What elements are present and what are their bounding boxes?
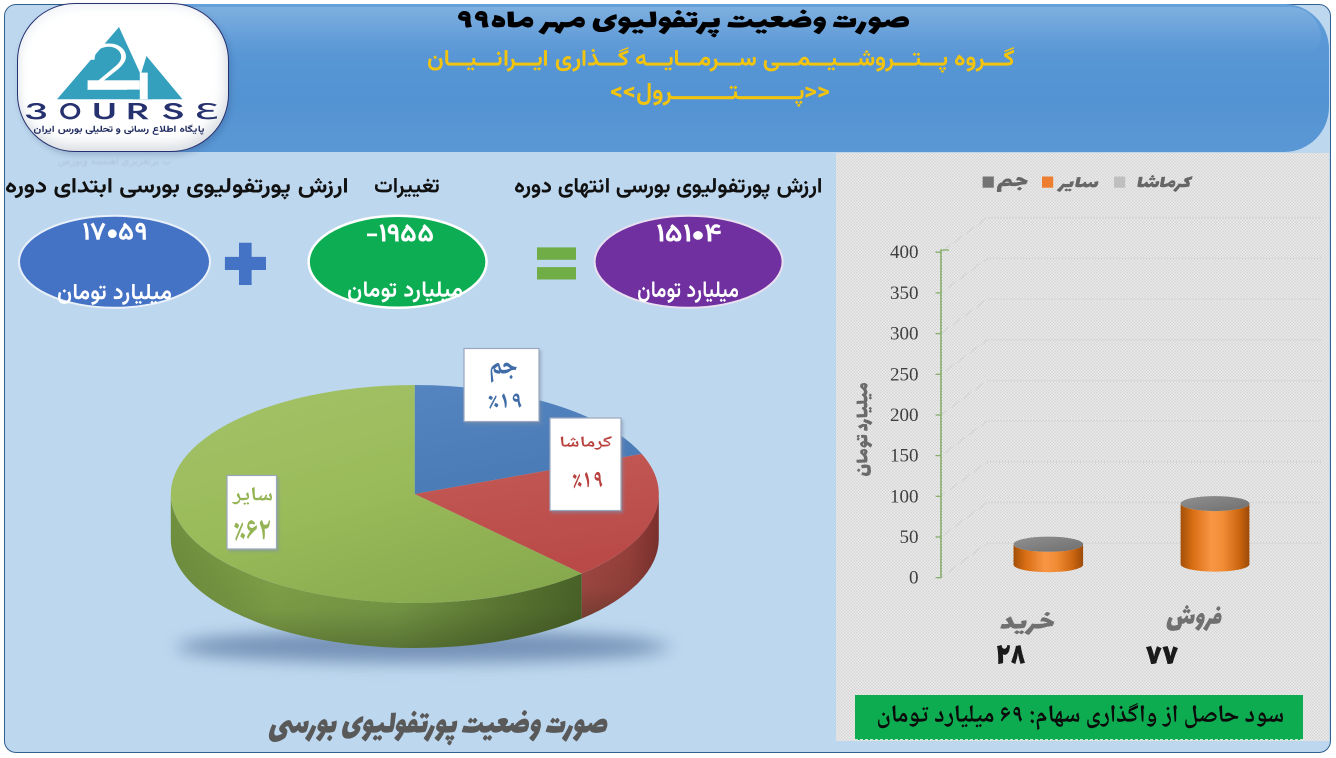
svg-text:150: 150 bbox=[890, 446, 919, 467]
svg-text:200: 200 bbox=[890, 405, 919, 426]
svg-text:250: 250 bbox=[890, 364, 919, 385]
svg-text:400: 400 bbox=[890, 242, 919, 263]
svg-text:0: 0 bbox=[909, 568, 919, 589]
svg-text:350: 350 bbox=[890, 283, 919, 304]
svg-text:50: 50 bbox=[900, 527, 919, 548]
svg-text:300: 300 bbox=[890, 324, 919, 345]
svg-text:100: 100 bbox=[890, 486, 919, 507]
